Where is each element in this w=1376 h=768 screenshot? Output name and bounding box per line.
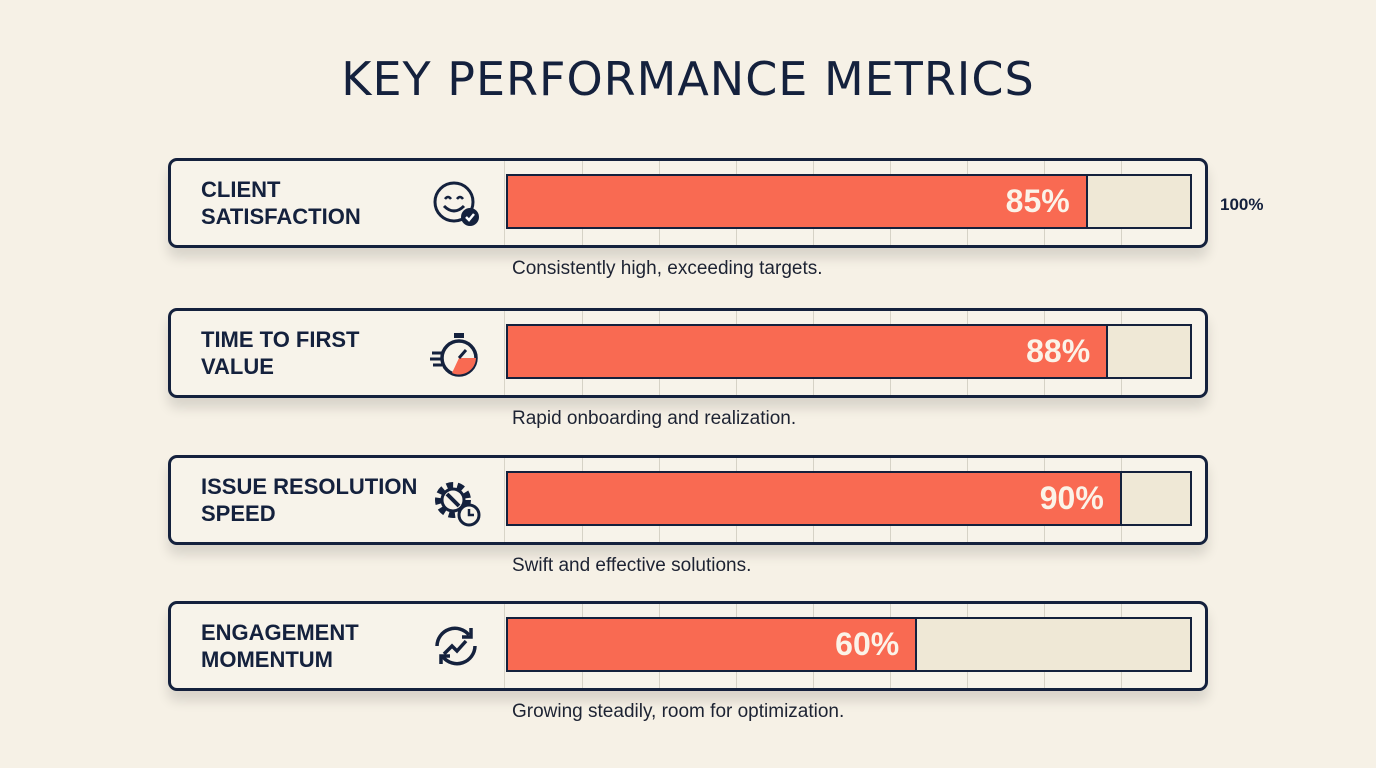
bar: 88% xyxy=(508,326,1109,377)
stopwatch-icon xyxy=(430,333,478,377)
bar: 90% xyxy=(508,473,1122,524)
bar: 85% xyxy=(508,176,1088,227)
metric-card: ENGAGEMENT MOMENTUM 60% xyxy=(168,601,1208,691)
bar-area: 85% xyxy=(504,161,1206,245)
bar: 60% xyxy=(508,619,918,670)
metric-description: Consistently high, exceeding targets. xyxy=(512,258,823,279)
value-label: 60% xyxy=(835,626,900,662)
metric-card: TIME TO FIRST VALUE 88% xyxy=(168,308,1208,398)
value-label: 90% xyxy=(1039,480,1104,516)
bar-track: 85% xyxy=(506,174,1192,229)
chart-title: KEY PERFORMANCE METRICS xyxy=(341,52,1035,106)
smiley-check-icon xyxy=(433,181,479,226)
bar-track: 88% xyxy=(506,324,1192,379)
metric-label: ISSUE RESOLUTION SPEED xyxy=(201,474,418,526)
bar-area: 88% xyxy=(504,311,1206,395)
bar-track: 60% xyxy=(506,617,1192,672)
metric-label: CLIENT SATISFACTION xyxy=(201,177,361,229)
metric-card: CLIENT SATISFACTION 85% xyxy=(168,158,1208,248)
bar-area: 60% xyxy=(504,604,1206,688)
value-label: 85% xyxy=(1005,183,1070,219)
bar-area: 90% xyxy=(504,458,1206,542)
metric-description: Rapid onboarding and realization. xyxy=(512,408,797,429)
value-label: 88% xyxy=(1026,333,1091,369)
metric-label: ENGAGEMENT MOMENTUM xyxy=(201,620,359,672)
gear-wrench-clock-icon xyxy=(435,482,481,527)
metric-description: Swift and effective solutions. xyxy=(512,555,752,576)
metric-card: ISSUE RESOLUTION SPEED 90% xyxy=(168,455,1208,545)
max-label: 100% xyxy=(1220,195,1264,214)
refresh-trend-icon xyxy=(435,626,477,666)
bar-track: 90% xyxy=(506,471,1192,526)
metric-description: Growing steadily, room for optimization. xyxy=(512,701,845,722)
metric-label: TIME TO FIRST VALUE xyxy=(201,327,360,379)
